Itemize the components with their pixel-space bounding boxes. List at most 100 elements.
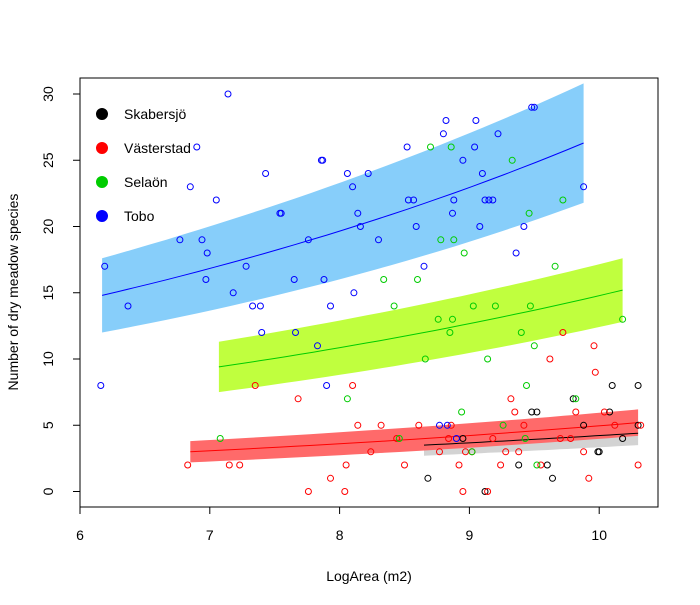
y-tick-label-25: 25 bbox=[40, 152, 56, 168]
y-tick-label-10: 10 bbox=[40, 351, 56, 367]
point-tobo-28 bbox=[343, 170, 351, 177]
point-tobo-57 bbox=[520, 223, 528, 230]
point-vasterstad-11 bbox=[367, 448, 375, 456]
point-skabersjo-5 bbox=[533, 408, 541, 416]
point-selaon-4 bbox=[395, 435, 403, 442]
point-tobo-15 bbox=[258, 329, 266, 336]
point-vasterstad-16 bbox=[436, 448, 443, 456]
point-tobo-51 bbox=[478, 170, 486, 177]
y-axis: 0 5 10 15 20 25 30 bbox=[40, 86, 80, 495]
point-selaon-1 bbox=[343, 395, 351, 403]
point-tobo-55 bbox=[494, 130, 502, 138]
point-tobo-48 bbox=[471, 143, 479, 151]
point-vasterstad-40 bbox=[591, 368, 599, 376]
point-vasterstad-27 bbox=[507, 395, 515, 403]
point-tobo-45 bbox=[450, 196, 458, 204]
point-selaon-21 bbox=[508, 156, 516, 164]
point-vasterstad-37 bbox=[580, 448, 588, 456]
point-tobo-5 bbox=[193, 143, 201, 151]
point-selaon-23 bbox=[521, 435, 529, 442]
point-vasterstad-28 bbox=[511, 408, 519, 416]
legend-label-selaon: Selaön bbox=[124, 174, 168, 190]
point-tobo-52 bbox=[481, 196, 489, 204]
point-selaon-13 bbox=[450, 236, 458, 244]
point-vasterstad-35 bbox=[567, 435, 575, 442]
point-tobo-37 bbox=[410, 196, 418, 204]
point-selaon-18 bbox=[484, 355, 492, 363]
legend-marker-tobo bbox=[96, 210, 108, 222]
y-tick-label-20: 20 bbox=[40, 219, 56, 235]
point-vasterstad-26 bbox=[502, 448, 510, 456]
point-skabersjo-14 bbox=[619, 435, 627, 442]
point-tobo-50 bbox=[476, 223, 484, 230]
point-vasterstad-23 bbox=[484, 488, 492, 495]
point-skabersjo-6 bbox=[543, 461, 551, 469]
point-tobo-16 bbox=[262, 170, 270, 177]
point-tobo-30 bbox=[350, 289, 358, 297]
point-tobo-58 bbox=[528, 103, 536, 111]
point-tobo-14 bbox=[256, 302, 264, 310]
point-selaon-27 bbox=[530, 342, 538, 350]
point-tobo-21 bbox=[304, 236, 312, 244]
point-vasterstad-41 bbox=[600, 408, 608, 416]
point-tobo-26 bbox=[323, 382, 331, 389]
fit-line-selaon bbox=[218, 289, 623, 368]
point-vasterstad-7 bbox=[341, 488, 349, 495]
point-vasterstad-12 bbox=[377, 421, 385, 429]
point-tobo-39 bbox=[420, 262, 428, 270]
point-vasterstad-32 bbox=[546, 355, 554, 363]
fit-line-tobo bbox=[101, 142, 584, 296]
point-selaon-9 bbox=[437, 236, 445, 244]
point-selaon-31 bbox=[572, 395, 580, 403]
point-vasterstad-13 bbox=[393, 435, 401, 442]
point-skabersjo-4 bbox=[528, 408, 536, 416]
point-vasterstad-18 bbox=[447, 421, 455, 429]
point-vasterstad-30 bbox=[520, 421, 528, 429]
point-selaon-12 bbox=[449, 315, 456, 323]
point-selaon-16 bbox=[468, 448, 476, 456]
point-selaon-2 bbox=[380, 276, 388, 283]
y-axis-title: Number of dry meadow species bbox=[5, 194, 21, 391]
point-tobo-25 bbox=[320, 276, 328, 283]
point-tobo-59 bbox=[530, 103, 538, 111]
point-vasterstad-39 bbox=[590, 342, 598, 350]
point-skabersjo-11 bbox=[595, 448, 603, 456]
point-tobo-11 bbox=[229, 289, 237, 297]
point-tobo-9 bbox=[212, 196, 220, 204]
point-vasterstad-10 bbox=[354, 421, 362, 429]
legend-label-skabersjo: Skabersjö bbox=[124, 106, 186, 122]
point-tobo-12 bbox=[242, 262, 250, 270]
point-tobo-2 bbox=[124, 302, 132, 310]
point-vasterstad-24 bbox=[489, 435, 497, 442]
x-tick-label-6: 6 bbox=[76, 527, 84, 543]
legend-label-tobo: Tobo bbox=[124, 208, 155, 224]
point-tobo-20 bbox=[292, 329, 299, 336]
point-skabersjo-15 bbox=[634, 382, 642, 389]
point-tobo-49 bbox=[472, 117, 480, 124]
point-tobo-38 bbox=[412, 223, 420, 230]
legend-marker-vasterstad bbox=[96, 142, 108, 154]
x-tick-label-9: 9 bbox=[466, 527, 474, 543]
y-tick-label-5: 5 bbox=[40, 421, 56, 429]
point-vasterstad-43 bbox=[634, 461, 642, 469]
x-axis: 6 7 8 9 10 bbox=[76, 507, 607, 543]
point-selaon-22 bbox=[517, 329, 525, 336]
point-skabersjo-12 bbox=[606, 408, 614, 416]
point-vasterstad-42 bbox=[611, 421, 619, 429]
confidence-band-selaon bbox=[218, 258, 623, 393]
point-tobo-44 bbox=[449, 209, 456, 217]
point-skabersjo-13 bbox=[608, 382, 616, 389]
point-vasterstad-19 bbox=[455, 461, 463, 469]
point-skabersjo-16 bbox=[634, 421, 642, 429]
point-tobo-46 bbox=[452, 435, 460, 442]
point-tobo-1 bbox=[101, 262, 109, 270]
point-selaon-5 bbox=[414, 276, 421, 283]
confidence-band-tobo bbox=[102, 83, 584, 333]
fit-line-vasterstad bbox=[190, 422, 639, 453]
y-tick-label-30: 30 bbox=[40, 86, 56, 102]
point-tobo-32 bbox=[356, 223, 364, 230]
point-selaon-8 bbox=[434, 315, 442, 323]
point-vasterstad-25 bbox=[497, 461, 505, 469]
point-vasterstad-6 bbox=[327, 474, 334, 482]
